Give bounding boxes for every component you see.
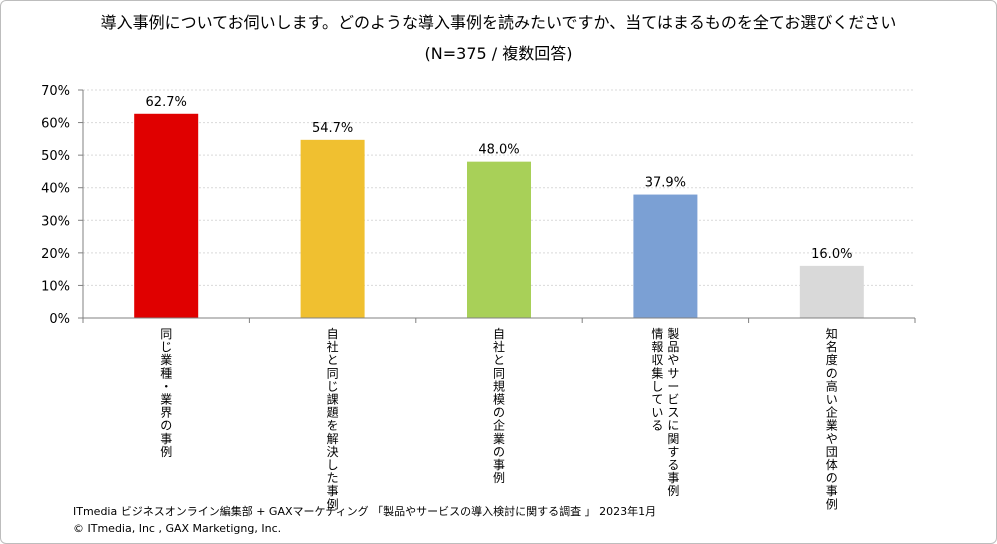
bar [134, 113, 199, 318]
bar [799, 265, 864, 318]
data-label: 54.7% [312, 121, 353, 136]
x-category-label: 自社と同規模の企業の事例 [493, 327, 505, 485]
footer-source: ITmedia ビジネスオンライン編集部 + GAXマーケティング 「製品やサー… [73, 505, 657, 518]
data-label: 37.9% [645, 176, 686, 191]
x-category-label: 製品やサービスに関する事例 [667, 327, 679, 498]
y-tick-label: 30% [41, 214, 70, 229]
data-label: 48.0% [478, 143, 519, 158]
data-label: 62.7% [146, 95, 187, 110]
y-tick-label: 40% [41, 182, 70, 197]
bar [300, 139, 365, 318]
x-category-label: 自社と同じ課題を解決した事例 [327, 327, 339, 511]
y-tick-label: 60% [41, 117, 70, 132]
y-tick-label: 0% [49, 312, 70, 327]
bar [467, 161, 531, 318]
x-category-label: 同じ業種・業界の事例 [160, 327, 172, 459]
y-tick-label: 70% [41, 84, 70, 99]
data-label: 16.0% [811, 247, 852, 262]
y-tick-label: 50% [41, 149, 70, 164]
x-category-label: 情報収集している [651, 327, 663, 433]
bar [633, 194, 698, 318]
footer-copyright: © ITmedia, Inc , GAX Marketigng, Inc. [73, 522, 282, 535]
chart-subtitle: (N=375 / 複数回答) [424, 44, 573, 63]
y-tick-label: 20% [41, 247, 70, 262]
chart-title: 導入事例についてお伺いします。どのような導入事例を読みたいですか、当てはまるもの… [100, 13, 897, 32]
x-category-label: 知名度の高い企業や団体の事例 [826, 327, 838, 511]
y-tick-label: 10% [41, 279, 70, 294]
